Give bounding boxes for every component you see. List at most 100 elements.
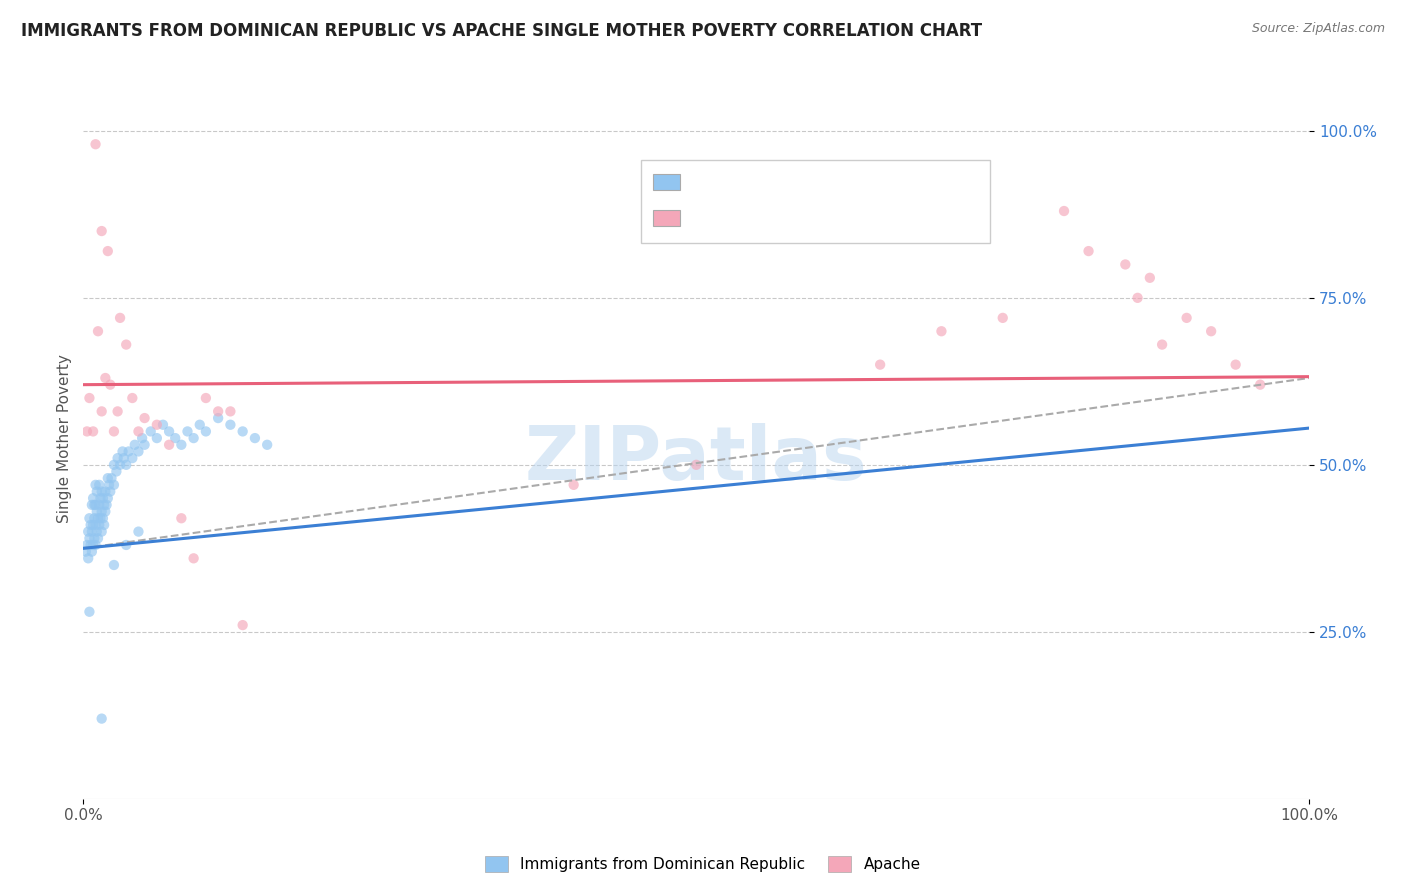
Point <box>94 371 117 385</box>
Point <box>194 391 217 405</box>
Point <box>87 511 110 525</box>
Point <box>103 558 125 572</box>
Point <box>139 425 162 439</box>
Point <box>98 484 121 499</box>
Point <box>207 411 229 425</box>
Point <box>685 458 707 472</box>
Point <box>170 511 193 525</box>
Point <box>90 404 112 418</box>
Point <box>1053 204 1076 219</box>
Y-axis label: Single Mother Poverty: Single Mother Poverty <box>58 353 72 523</box>
Point <box>80 544 103 558</box>
Point <box>118 444 141 458</box>
Legend: Immigrants from Dominican Republic, Apache: Immigrants from Dominican Republic, Apac… <box>478 848 928 880</box>
Point <box>76 538 98 552</box>
Point <box>157 438 180 452</box>
Point <box>82 538 104 552</box>
Point <box>80 524 103 539</box>
Point <box>83 498 105 512</box>
Point <box>82 425 104 439</box>
Point <box>1114 257 1136 271</box>
Point <box>121 391 143 405</box>
Point <box>232 618 254 632</box>
Point <box>84 517 107 532</box>
Point <box>84 498 107 512</box>
Point <box>90 484 112 499</box>
Point <box>87 324 110 338</box>
Text: R = 0.020   N = 40: R = 0.020 N = 40 <box>695 209 880 227</box>
Point <box>84 478 107 492</box>
Point <box>219 417 242 432</box>
Point <box>94 484 117 499</box>
Point <box>108 458 131 472</box>
Point <box>86 484 108 499</box>
Point <box>207 404 229 418</box>
Point <box>1077 244 1099 258</box>
Point <box>90 505 112 519</box>
Point <box>86 505 108 519</box>
Point <box>1249 377 1271 392</box>
Point <box>77 524 100 539</box>
Point <box>869 358 891 372</box>
Point <box>124 438 146 452</box>
Point <box>100 471 122 485</box>
Point <box>103 458 125 472</box>
Point <box>89 478 111 492</box>
Text: Source: ZipAtlas.com: Source: ZipAtlas.com <box>1251 22 1385 36</box>
Point <box>991 310 1014 325</box>
Point <box>188 417 211 432</box>
Point <box>256 438 278 452</box>
Point <box>89 491 111 506</box>
Point <box>115 458 138 472</box>
Point <box>97 491 120 506</box>
Point <box>90 524 112 539</box>
Point <box>1199 324 1222 338</box>
Point <box>91 511 114 525</box>
Point <box>93 517 115 532</box>
Point <box>90 224 112 238</box>
Point <box>115 538 138 552</box>
Point <box>97 471 120 485</box>
Point <box>134 411 156 425</box>
FancyBboxPatch shape <box>641 161 990 244</box>
Point <box>1152 337 1174 351</box>
Point <box>105 465 128 479</box>
Point <box>86 524 108 539</box>
Point <box>111 444 134 458</box>
Point <box>82 517 104 532</box>
Point <box>152 417 174 432</box>
Point <box>931 324 953 338</box>
Point <box>103 478 125 492</box>
Point <box>90 712 112 726</box>
Point <box>1175 310 1198 325</box>
Point <box>77 551 100 566</box>
Point <box>157 425 180 439</box>
Point <box>170 438 193 452</box>
Point <box>115 337 138 351</box>
Point <box>103 425 125 439</box>
Point <box>82 491 104 506</box>
Point <box>562 478 585 492</box>
Point <box>183 551 205 566</box>
Point <box>176 425 198 439</box>
Point <box>87 531 110 545</box>
Point <box>89 498 111 512</box>
Point <box>79 517 101 532</box>
Point <box>83 531 105 545</box>
Point <box>79 531 101 545</box>
Text: ZIPatlas: ZIPatlas <box>524 423 868 496</box>
Point <box>194 425 217 439</box>
Point <box>107 404 129 418</box>
Point <box>89 511 111 525</box>
Point <box>121 451 143 466</box>
Point <box>96 498 118 512</box>
Point <box>75 544 97 558</box>
Text: IMMIGRANTS FROM DOMINICAN REPUBLIC VS APACHE SINGLE MOTHER POVERTY CORRELATION C: IMMIGRANTS FROM DOMINICAN REPUBLIC VS AP… <box>21 22 983 40</box>
Point <box>98 478 121 492</box>
Point <box>165 431 187 445</box>
Point <box>97 244 120 258</box>
Point <box>80 498 103 512</box>
FancyBboxPatch shape <box>654 211 681 226</box>
Point <box>79 511 101 525</box>
Point <box>127 444 149 458</box>
